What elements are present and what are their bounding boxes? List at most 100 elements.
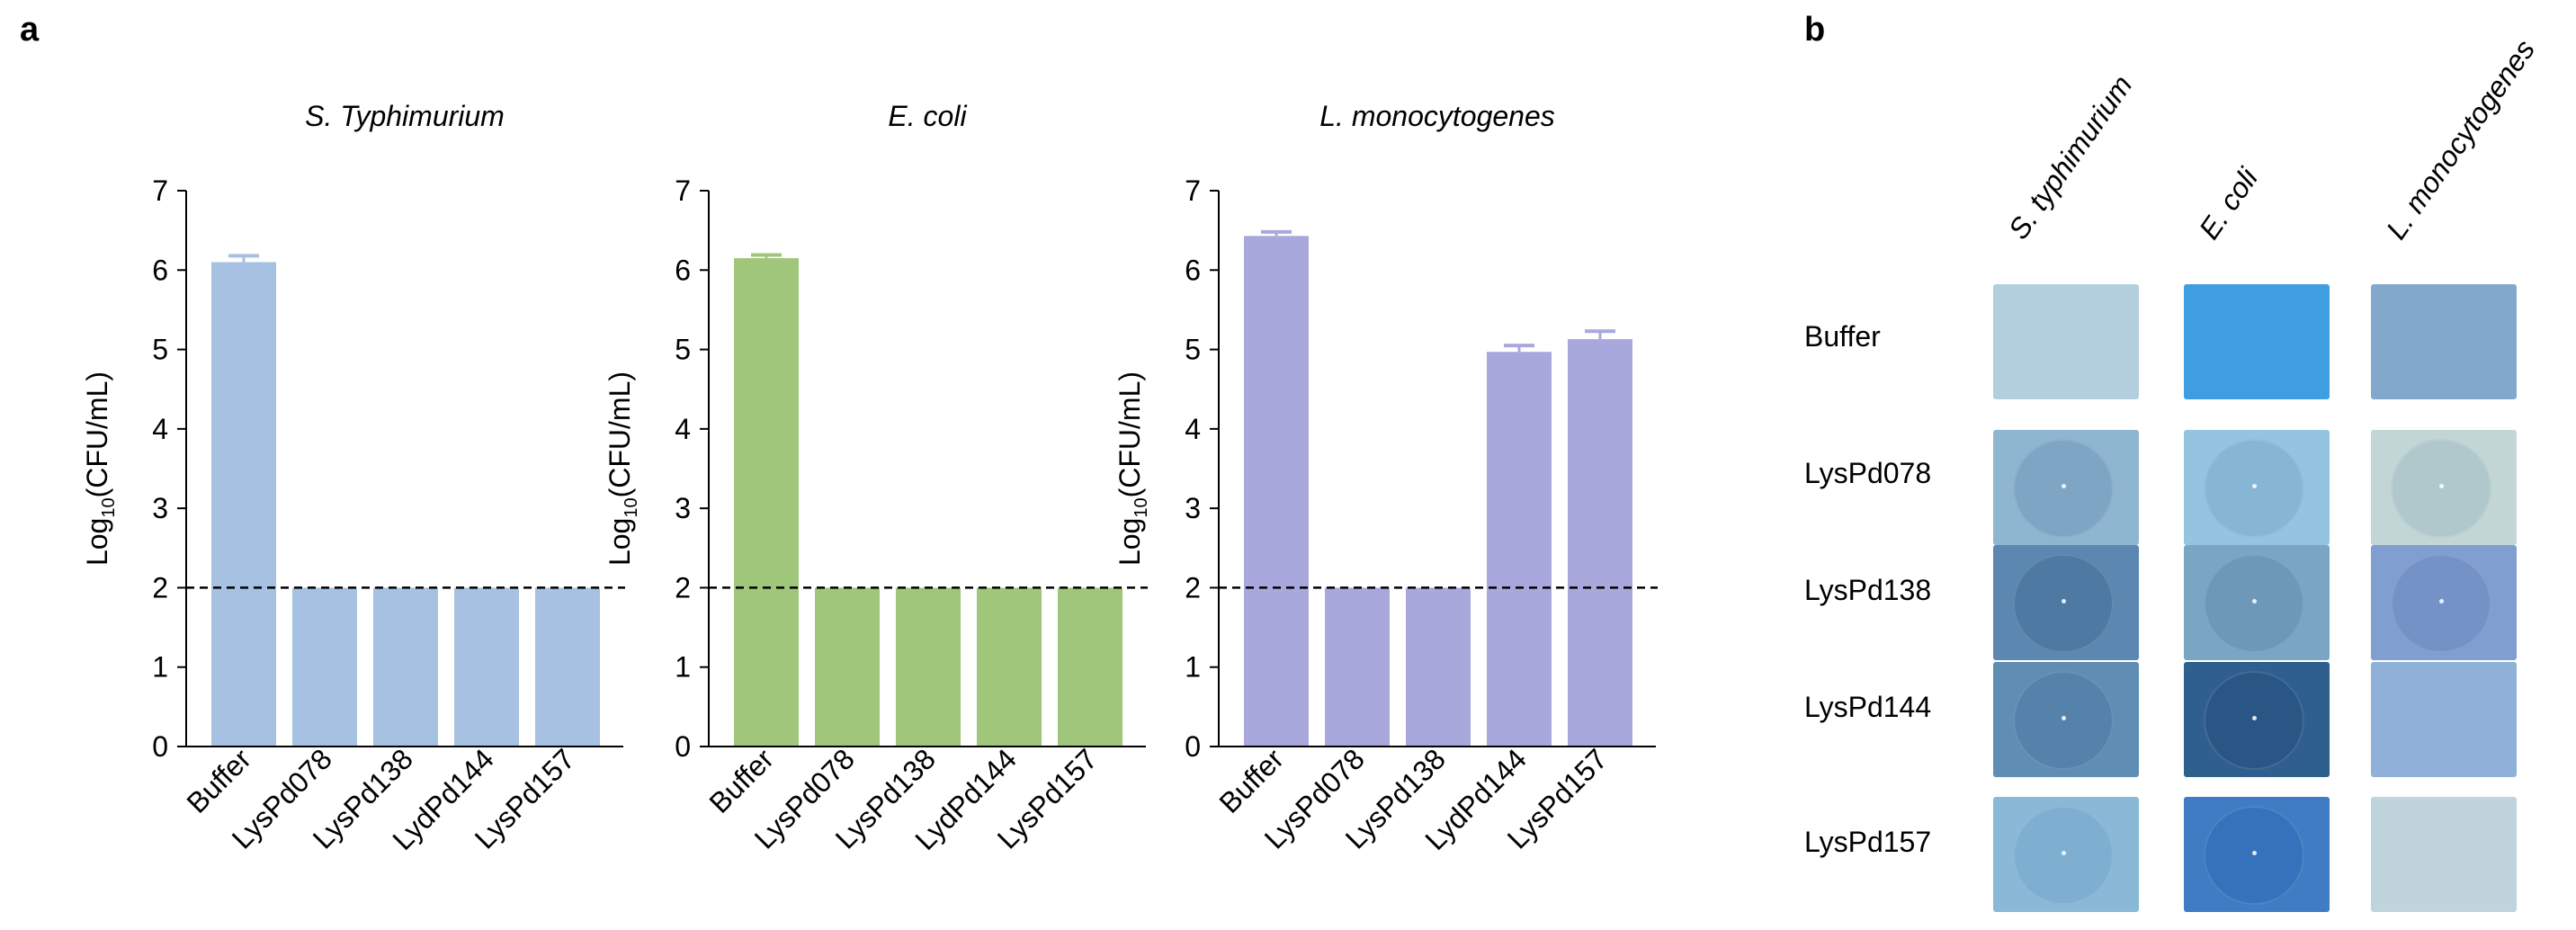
plate-column-label: S. typhimurium: [2001, 68, 2139, 246]
plate-row-label: LysPd078: [1804, 457, 1932, 489]
lysis-zone: [2204, 439, 2304, 538]
plate-image: [2184, 662, 2330, 777]
y-axis-label-base: Log: [1114, 518, 1146, 566]
bar-LysPd157: [1058, 587, 1123, 747]
spot-dot: [2252, 716, 2257, 720]
y-axis-label-subscript: 10: [99, 497, 119, 517]
plate-image: [1993, 662, 2139, 777]
chart-1: E. coliBufferLysPd078LysPd138LydPd144Lys…: [604, 100, 1148, 856]
y-axis-label-rest: (CFU/mL): [1114, 371, 1146, 497]
y-tick-label: 1: [1185, 651, 1201, 684]
bar-LydPd144: [977, 587, 1042, 747]
y-tick-label: 1: [675, 651, 691, 684]
y-tick-label: 4: [152, 413, 168, 445]
plate-row-label: Buffer: [1804, 320, 1881, 353]
y-axis-label: Log10(CFU/mL): [81, 371, 119, 566]
y-tick-label: 5: [675, 334, 691, 366]
plate-image: [1993, 545, 2139, 660]
lysis-zone: [2013, 554, 2114, 653]
lysis-zone: [2204, 671, 2304, 770]
plate-column-label: E. coli: [2192, 162, 2265, 246]
chart-title: L. monocytogenes: [1319, 100, 1555, 132]
x-tick-label: Buffer: [181, 742, 258, 819]
plate-row-label: LysPd138: [1804, 574, 1932, 606]
plate-image: [2184, 284, 2330, 399]
panel-label-b: b: [1804, 11, 1826, 49]
bar-LysPd138: [1406, 587, 1471, 747]
spot-dot: [2439, 599, 2444, 604]
y-tick-label: 5: [152, 334, 168, 366]
y-tick-label: 7: [152, 174, 168, 207]
plate-image: [2184, 430, 2330, 545]
y-tick-label: 3: [152, 492, 168, 524]
y-tick-label: 2: [152, 571, 168, 604]
y-axis-label-rest: (CFU/mL): [81, 371, 113, 497]
plate-image: [1993, 430, 2139, 545]
y-axis-label-subscript: 10: [622, 497, 641, 517]
plate-image: [2184, 797, 2330, 912]
plate-image: [2371, 797, 2517, 912]
spot-dot: [2439, 484, 2444, 488]
y-tick-label: 5: [1185, 334, 1201, 366]
chart-title: S. Typhimurium: [305, 100, 505, 132]
x-tick-label: Buffer: [1213, 742, 1291, 819]
y-axis-label-subscript: 10: [1131, 497, 1151, 517]
plate-image: [2371, 430, 2517, 545]
y-tick-label: 2: [1185, 571, 1201, 604]
plate-image: [1993, 797, 2139, 912]
bar-LysPd157: [535, 587, 600, 747]
y-tick-label: 4: [675, 413, 691, 445]
y-tick-label: 6: [152, 254, 168, 286]
bar-Buffer: [734, 258, 799, 747]
bar-charts-panel: S. TyphimuriumBufferLysPd078LysPd138LydP…: [81, 100, 1658, 856]
bar-LysPd157: [1568, 339, 1632, 747]
chart-2: L. monocytogenesBufferLysPd078LysPd138Ly…: [1114, 100, 1658, 856]
y-tick-label: 2: [675, 571, 691, 604]
spot-dot: [2062, 484, 2066, 488]
spot-dot: [2062, 716, 2066, 720]
bar-Buffer: [1244, 236, 1309, 747]
plate-row-label: LysPd157: [1804, 826, 1932, 858]
lysis-zone: [2204, 554, 2304, 653]
lysis-zone: [2013, 806, 2114, 905]
x-tick-label: Buffer: [703, 742, 781, 819]
bar-LysPd078: [292, 587, 357, 747]
y-tick-label: 0: [675, 730, 691, 763]
bar-LysPd138: [896, 587, 961, 747]
lysis-zone: [2013, 671, 2114, 770]
chart-title: E. coli: [888, 100, 967, 132]
lysis-zone: [2204, 806, 2304, 905]
plate-image: [2184, 545, 2330, 660]
bar-LysPd078: [1325, 587, 1390, 747]
bar-Buffer: [211, 262, 276, 747]
plate-image: [2371, 662, 2517, 777]
spot-dot: [2252, 484, 2257, 488]
spot-dot: [2062, 851, 2066, 855]
y-axis-label-base: Log: [604, 518, 636, 566]
bar-LysPd078: [815, 587, 880, 747]
plate-column-label: L. monocytogenes: [2379, 33, 2542, 246]
y-tick-label: 7: [675, 174, 691, 207]
bar-LydPd144: [1487, 352, 1552, 747]
panel-label-a: a: [20, 11, 40, 49]
y-tick-label: 6: [675, 254, 691, 286]
y-tick-label: 0: [152, 730, 168, 763]
plate-row-label: LysPd144: [1804, 691, 1932, 723]
y-axis-label: Log10(CFU/mL): [1114, 371, 1151, 566]
y-tick-label: 4: [1185, 413, 1201, 445]
lysis-zone: [2391, 554, 2491, 653]
y-tick-label: 0: [1185, 730, 1201, 763]
y-tick-label: 3: [1185, 492, 1201, 524]
plate-image: [1993, 284, 2139, 399]
y-tick-label: 3: [675, 492, 691, 524]
y-axis-label-rest: (CFU/mL): [604, 371, 636, 497]
plate-image: [2371, 545, 2517, 660]
spot-dot: [2252, 599, 2257, 604]
y-tick-label: 1: [152, 651, 168, 684]
y-tick-label: 6: [1185, 254, 1201, 286]
spot-dot: [2062, 599, 2066, 604]
chart-0: S. TyphimuriumBufferLysPd078LysPd138LydP…: [81, 100, 625, 856]
plate-image: [2371, 284, 2517, 399]
y-tick-label: 7: [1185, 174, 1201, 207]
y-axis-label: Log10(CFU/mL): [604, 371, 641, 566]
